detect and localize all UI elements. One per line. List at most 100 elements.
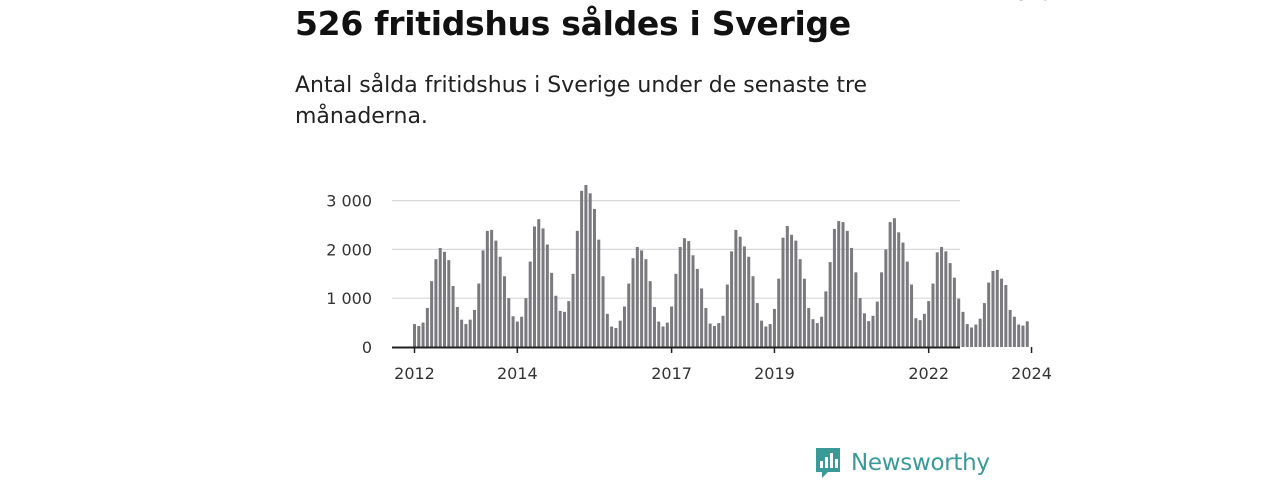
bar <box>781 237 785 347</box>
bar <box>605 313 609 347</box>
bar <box>987 282 991 347</box>
bar <box>905 261 909 347</box>
bar <box>811 319 815 347</box>
bar <box>768 324 772 347</box>
bar <box>918 320 922 347</box>
bar <box>845 230 849 347</box>
bars <box>413 184 1029 347</box>
bar <box>537 219 541 347</box>
bar <box>618 320 622 347</box>
newsworthy-logo: Newsworthy <box>814 446 990 480</box>
bar <box>477 283 481 347</box>
bar <box>485 230 489 347</box>
x-tick-label: 2019 <box>754 364 795 383</box>
bar <box>944 251 948 347</box>
bar <box>854 272 858 347</box>
bar <box>413 324 416 347</box>
bar <box>648 281 652 347</box>
bar <box>798 259 802 347</box>
bar <box>588 193 592 347</box>
bar <box>717 323 721 347</box>
bar <box>828 262 832 347</box>
bar <box>888 222 892 347</box>
bar <box>524 298 528 347</box>
bar <box>507 298 511 347</box>
bar <box>721 315 725 347</box>
bar <box>511 316 515 347</box>
bar <box>468 319 472 347</box>
bar <box>541 228 545 347</box>
bar <box>957 298 961 347</box>
bar <box>670 306 674 347</box>
bar <box>755 303 759 347</box>
bar <box>871 315 875 347</box>
y-tick-label: 2 000 <box>326 240 372 259</box>
bar <box>567 301 571 347</box>
bar <box>772 308 776 347</box>
bar <box>867 321 871 347</box>
bar <box>952 277 956 347</box>
logo-text: Newsworthy <box>851 450 990 476</box>
bar <box>438 247 442 347</box>
data-labels: 526 <box>1015 0 1053 7</box>
bar <box>661 326 665 347</box>
bar <box>760 320 764 347</box>
bar <box>1021 325 1025 347</box>
bar <box>571 273 575 347</box>
bar <box>580 190 584 347</box>
bar <box>858 298 862 347</box>
bar <box>914 318 918 347</box>
bar <box>443 251 446 347</box>
bar <box>558 310 562 347</box>
bar <box>640 250 644 347</box>
bar <box>528 261 532 347</box>
bar <box>601 276 605 347</box>
bar <box>1025 321 1029 347</box>
bar <box>862 313 866 347</box>
bar <box>931 283 935 347</box>
bar <box>995 269 999 347</box>
bar <box>550 272 554 347</box>
bar <box>430 281 434 347</box>
bar <box>614 327 618 347</box>
bar <box>884 249 888 347</box>
page-title: 526 fritidshus såldes i Sverige <box>295 4 851 43</box>
bar <box>532 226 536 347</box>
bar <box>978 318 982 347</box>
bar <box>837 221 841 347</box>
newsworthy-bar-chart-icon <box>816 448 840 478</box>
bar <box>622 306 626 347</box>
x-axis-ticks: 2012 2014 2017 2019 2022 2024 <box>394 347 1052 383</box>
bar <box>597 239 601 347</box>
bar <box>682 238 686 347</box>
bar <box>712 326 716 347</box>
bar <box>691 255 695 347</box>
bar <box>747 256 751 347</box>
bar <box>490 229 494 347</box>
bar <box>451 286 455 347</box>
bar <box>1012 316 1016 347</box>
bar <box>708 323 712 347</box>
bar <box>807 307 811 347</box>
bar <box>498 256 502 347</box>
bar <box>935 252 939 347</box>
bar <box>421 322 425 347</box>
bar <box>815 323 819 347</box>
bar <box>554 295 558 347</box>
bar <box>494 240 498 347</box>
bar <box>802 278 806 347</box>
bar <box>725 284 729 347</box>
bar <box>824 291 828 347</box>
bar <box>922 313 926 347</box>
bar <box>832 228 836 347</box>
bar <box>644 259 648 347</box>
y-axis-ticks: 0 1 000 2 000 3 000 <box>326 192 372 357</box>
bar <box>965 324 969 347</box>
bar <box>794 240 798 347</box>
bar <box>734 229 738 347</box>
bar <box>875 301 879 347</box>
bar <box>704 307 708 347</box>
x-tick-label: 2022 <box>908 364 949 383</box>
bar <box>631 258 635 347</box>
bar <box>1000 278 1004 347</box>
